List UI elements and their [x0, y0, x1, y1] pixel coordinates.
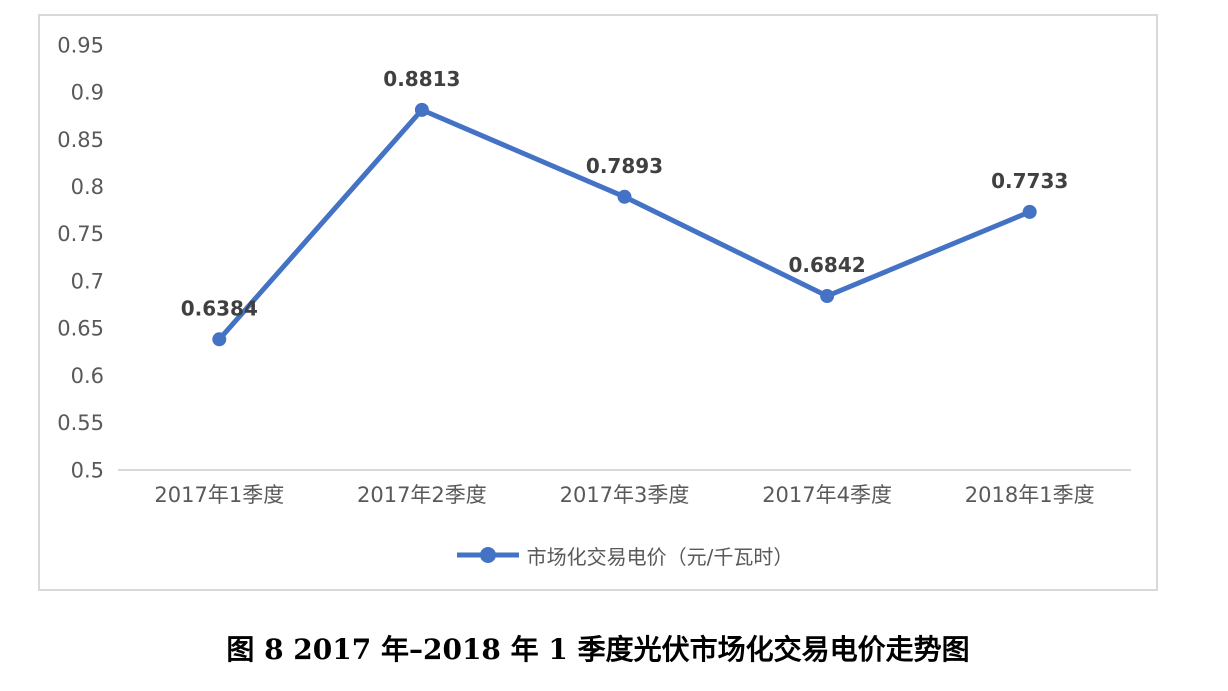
- x-axis-category-label: 2018年1季度: [965, 483, 1095, 507]
- data-point-marker: [1022, 204, 1037, 219]
- series-line: [216, 107, 1033, 342]
- legend-label: 市场化交易电价（元/千瓦时）: [526, 544, 794, 569]
- y-axis-tick-label: 0.55: [57, 411, 104, 435]
- y-axis-tick-label: 0.95: [57, 33, 104, 57]
- y-axis-tick-label: 0.5: [71, 458, 104, 482]
- x-axis-category-label: 2017年4季度: [762, 483, 892, 507]
- legend-dot: [479, 547, 496, 563]
- data-point-marker: [617, 189, 632, 204]
- y-axis-tick-label: 0.65: [57, 317, 104, 341]
- y-axis-tick-label: 0.75: [57, 222, 104, 246]
- x-axis-category-label: 2017年2季度: [357, 483, 487, 507]
- y-axis-tick-label: 0.85: [57, 128, 104, 152]
- legend-line-marker-icon: [456, 547, 519, 563]
- data-point-marker: [820, 289, 835, 304]
- data-point-label: 0.7733: [991, 169, 1068, 193]
- legend: 市场化交易电价（元/千瓦时）: [118, 539, 1131, 571]
- y-axis-tick-label: 0.8: [71, 175, 104, 199]
- data-point-label: 0.6384: [181, 296, 258, 320]
- line-chart-svg: 0.95 0.9 0.85 0.8 0.75 0.7 0.65 0.6 0.55 0.5 2017年…: [57, 33, 1131, 507]
- y-axis-tick-label: 0.7: [71, 269, 104, 293]
- data-point-label: 0.7893: [586, 154, 663, 178]
- y-axis-tick-label: 0.6: [71, 364, 104, 388]
- x-axis-category-label: 2017年1季度: [154, 483, 284, 507]
- data-point-marker: [212, 332, 227, 347]
- data-point-label: 0.6842: [789, 253, 866, 277]
- figure-caption: 图 8 2017 年–2018 年 1 季度光伏市场化交易电价走势图: [226, 633, 970, 666]
- x-axis-category-label: 2017年3季度: [560, 483, 690, 507]
- data-point-label: 0.8813: [383, 67, 460, 91]
- y-axis-tick-label: 0.9: [71, 81, 104, 105]
- chart-frame: 0.95 0.9 0.85 0.8 0.75 0.7 0.65 0.6 0.55 0.5 2017年…: [38, 14, 1158, 591]
- data-point-marker: [414, 102, 429, 117]
